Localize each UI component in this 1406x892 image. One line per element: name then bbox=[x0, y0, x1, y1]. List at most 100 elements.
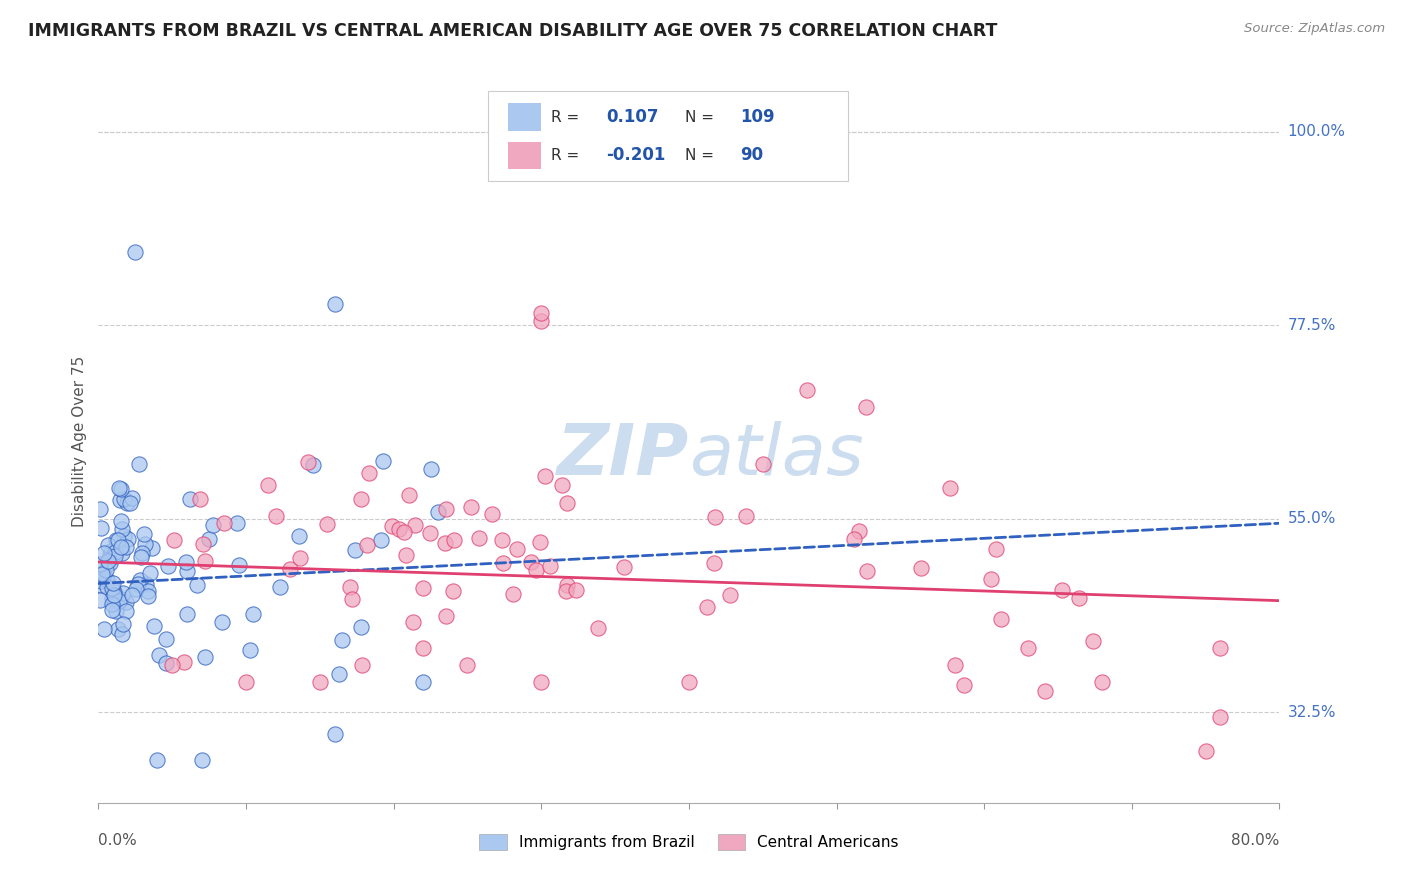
Point bbox=[111, 616, 134, 631]
Point bbox=[98, 556, 121, 570]
Point bbox=[420, 461, 443, 475]
Point bbox=[588, 621, 610, 635]
Point bbox=[93, 567, 115, 582]
Point bbox=[194, 554, 217, 568]
Point bbox=[141, 541, 163, 555]
Point bbox=[90, 578, 112, 592]
Point bbox=[124, 582, 146, 596]
Point bbox=[328, 666, 350, 681]
Point bbox=[842, 532, 865, 546]
Point bbox=[1083, 634, 1105, 648]
Point bbox=[309, 675, 332, 690]
Point bbox=[90, 574, 112, 588]
Point bbox=[100, 544, 122, 558]
Point bbox=[188, 492, 211, 507]
Point bbox=[111, 546, 134, 560]
Point bbox=[419, 526, 441, 541]
Point bbox=[198, 532, 221, 546]
Point bbox=[343, 542, 366, 557]
Text: R =: R = bbox=[551, 110, 579, 125]
Point bbox=[752, 457, 775, 471]
Point bbox=[1033, 684, 1056, 698]
Point bbox=[115, 495, 138, 509]
Point bbox=[157, 559, 180, 574]
Point bbox=[100, 602, 122, 616]
Point bbox=[373, 454, 395, 468]
Point bbox=[441, 584, 464, 599]
Point bbox=[502, 587, 524, 601]
Point bbox=[202, 518, 225, 533]
Point bbox=[162, 533, 184, 547]
Point bbox=[124, 245, 146, 260]
Point bbox=[112, 492, 135, 507]
Point bbox=[990, 612, 1012, 626]
Point bbox=[107, 594, 129, 608]
Point bbox=[678, 675, 700, 690]
Point bbox=[481, 507, 503, 521]
Text: 55.0%: 55.0% bbox=[1288, 511, 1336, 526]
Point bbox=[242, 607, 264, 621]
Point bbox=[529, 535, 551, 549]
Point bbox=[718, 588, 741, 602]
Point bbox=[111, 523, 134, 537]
Point bbox=[356, 538, 378, 552]
Point bbox=[330, 633, 353, 648]
Point bbox=[984, 541, 1007, 556]
Point bbox=[457, 658, 479, 673]
Point bbox=[117, 532, 139, 546]
Point bbox=[468, 532, 491, 546]
Point bbox=[101, 576, 124, 591]
Point bbox=[110, 514, 132, 528]
Point bbox=[138, 566, 160, 581]
Point bbox=[534, 469, 557, 483]
Point bbox=[146, 753, 169, 767]
Text: 100.0%: 100.0% bbox=[1288, 124, 1346, 139]
Point bbox=[297, 454, 319, 468]
Text: -0.201: -0.201 bbox=[606, 146, 665, 164]
Point bbox=[506, 542, 529, 557]
Point bbox=[97, 538, 120, 552]
Point bbox=[101, 581, 124, 595]
Point bbox=[980, 572, 1002, 586]
Point bbox=[94, 562, 117, 576]
Point bbox=[412, 640, 434, 655]
Point bbox=[264, 508, 287, 523]
Point bbox=[257, 478, 280, 492]
Point bbox=[108, 481, 131, 495]
Point bbox=[127, 577, 149, 591]
Text: 0.107: 0.107 bbox=[606, 108, 659, 126]
Text: 77.5%: 77.5% bbox=[1288, 318, 1336, 333]
Point bbox=[530, 305, 553, 319]
Point bbox=[1091, 675, 1114, 690]
Point bbox=[191, 537, 214, 551]
Point bbox=[179, 492, 201, 507]
Point bbox=[104, 604, 127, 618]
Point bbox=[460, 500, 482, 514]
Point bbox=[613, 560, 636, 574]
Point bbox=[89, 592, 111, 607]
Point bbox=[401, 615, 423, 629]
Point bbox=[235, 675, 257, 690]
Point bbox=[110, 540, 132, 554]
Point bbox=[90, 521, 112, 535]
Text: R =: R = bbox=[551, 148, 579, 163]
Point bbox=[98, 548, 121, 562]
Point bbox=[131, 546, 153, 560]
Point bbox=[520, 555, 543, 569]
Point bbox=[239, 642, 262, 657]
Point bbox=[191, 753, 214, 767]
Point bbox=[1209, 710, 1232, 724]
Point bbox=[703, 556, 725, 570]
Point bbox=[173, 655, 195, 669]
Point bbox=[554, 584, 576, 599]
Point bbox=[943, 658, 966, 673]
Point bbox=[434, 536, 457, 550]
Point bbox=[134, 537, 156, 551]
Point bbox=[524, 563, 547, 577]
Point bbox=[426, 505, 449, 519]
Point bbox=[104, 549, 127, 564]
Legend: Immigrants from Brazil, Central Americans: Immigrants from Brazil, Central American… bbox=[472, 829, 905, 856]
Point bbox=[112, 529, 135, 543]
Point bbox=[491, 533, 513, 548]
Text: atlas: atlas bbox=[689, 422, 863, 491]
